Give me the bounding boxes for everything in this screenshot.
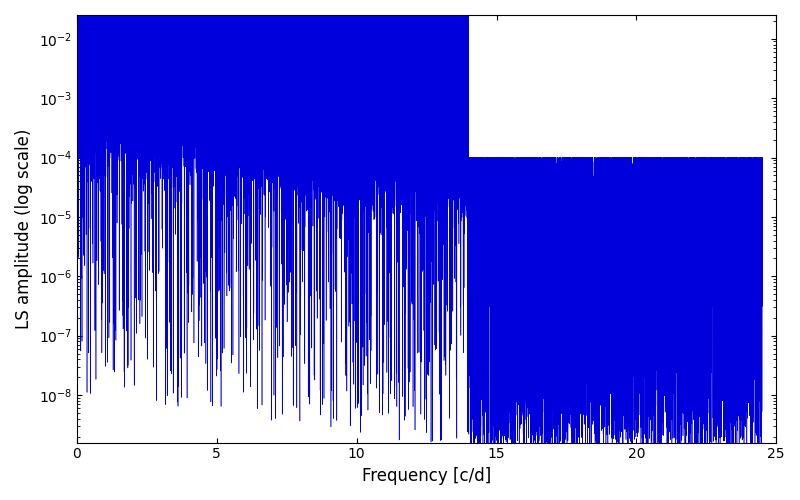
X-axis label: Frequency [c/d]: Frequency [c/d]	[362, 467, 491, 485]
Y-axis label: LS amplitude (log scale): LS amplitude (log scale)	[15, 128, 33, 329]
